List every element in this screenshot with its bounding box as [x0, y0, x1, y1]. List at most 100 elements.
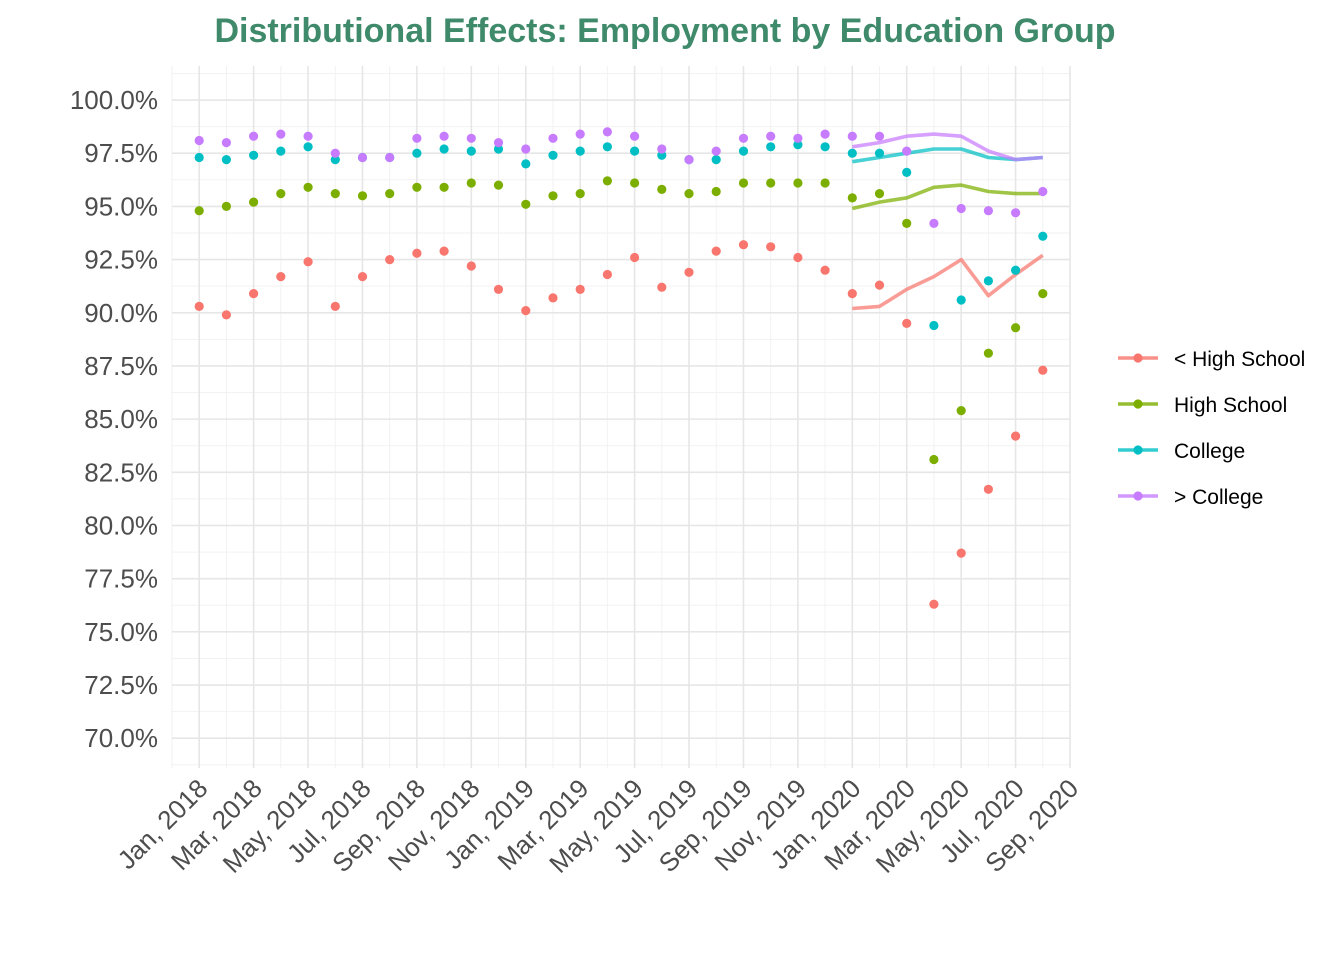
data-point	[874, 189, 885, 199]
y-tick-label: 92.5%	[84, 245, 158, 275]
data-point	[412, 148, 422, 158]
y-tick-label: 87.5%	[84, 351, 158, 381]
data-point	[466, 178, 476, 188]
data-point	[548, 133, 558, 143]
data-point	[657, 144, 667, 154]
data-point	[439, 246, 449, 256]
data-point	[439, 182, 449, 192]
legend-item: College	[1118, 440, 1245, 463]
data-point	[548, 150, 558, 160]
y-tick-label: 70.0%	[84, 723, 158, 753]
series-layer	[194, 127, 1048, 609]
data-point	[630, 131, 640, 141]
data-point	[303, 257, 313, 267]
data-point	[793, 133, 803, 143]
data-point	[983, 276, 994, 286]
data-point	[249, 197, 259, 207]
data-point	[711, 186, 721, 197]
data-point	[874, 280, 885, 290]
data-point	[493, 284, 504, 294]
data-point	[1011, 265, 1021, 275]
data-point	[330, 148, 340, 158]
data-point	[657, 282, 667, 292]
data-point	[847, 289, 857, 299]
data-point	[412, 182, 422, 192]
data-point	[330, 155, 340, 165]
data-point	[221, 310, 231, 320]
data-point	[194, 301, 204, 311]
data-point	[711, 155, 721, 165]
data-point	[902, 318, 912, 328]
data-point	[874, 131, 885, 141]
data-point	[385, 189, 395, 199]
data-point	[357, 272, 368, 282]
data-point	[657, 184, 667, 194]
data-point	[221, 201, 231, 211]
legend-label: High School	[1174, 394, 1287, 417]
series-line	[852, 253, 1044, 311]
data-point	[575, 284, 585, 294]
data-point	[194, 206, 204, 216]
data-point	[711, 246, 721, 256]
y-tick-label: 72.5%	[84, 670, 158, 700]
data-point	[439, 131, 449, 141]
data-point	[602, 176, 613, 186]
y-tick-label: 75.0%	[84, 617, 158, 647]
data-point	[575, 146, 585, 156]
data-point	[956, 548, 966, 558]
data-point	[1038, 186, 1048, 197]
data-point	[276, 129, 286, 139]
data-point	[276, 189, 286, 199]
y-axis-ticks: 70.0% 72.5% 75.0% 77.5% 80.0% 82.5% 85.0% 87.5%…	[70, 85, 158, 753]
data-point	[983, 206, 994, 216]
chart-title: Distributional Effects: Employment by Ed…	[214, 12, 1115, 50]
data-point	[820, 178, 830, 188]
data-point	[1011, 323, 1021, 333]
data-point	[956, 295, 966, 305]
data-point	[1038, 289, 1048, 299]
data-point	[929, 320, 939, 331]
data-point	[902, 167, 912, 177]
data-point	[548, 293, 558, 303]
data-point	[194, 135, 204, 146]
data-point	[330, 189, 340, 199]
legend: < High School High School College > College	[1118, 348, 1305, 509]
data-point	[820, 142, 830, 152]
data-point	[575, 189, 585, 199]
data-point	[847, 148, 857, 158]
data-point	[276, 146, 286, 156]
y-tick-label: 85.0%	[84, 404, 158, 434]
data-point	[929, 218, 939, 228]
data-point	[956, 203, 966, 214]
data-point	[793, 178, 803, 188]
data-point	[493, 180, 504, 190]
y-tick-label: 82.5%	[84, 457, 158, 487]
data-point	[793, 252, 803, 263]
data-point	[738, 146, 749, 156]
y-tick-label: 95.0%	[84, 191, 158, 221]
data-point	[602, 142, 613, 152]
data-point	[602, 127, 613, 137]
data-point	[902, 218, 912, 228]
legend-key-point	[1133, 491, 1143, 501]
data-point	[385, 152, 395, 163]
data-point	[766, 142, 776, 152]
data-point	[684, 267, 694, 277]
series-2	[194, 140, 1048, 331]
legend-key-point	[1133, 353, 1143, 363]
data-point	[221, 155, 231, 165]
data-point	[493, 138, 504, 148]
data-point	[766, 242, 776, 252]
data-point	[466, 146, 476, 156]
legend-label: > College	[1174, 486, 1263, 509]
data-point	[466, 261, 476, 271]
data-point	[1011, 208, 1021, 218]
data-point	[738, 133, 749, 143]
data-point	[630, 146, 640, 156]
data-point	[1038, 231, 1048, 241]
data-point	[548, 191, 558, 201]
data-point	[820, 129, 830, 139]
data-point	[276, 272, 286, 282]
data-point	[766, 178, 776, 188]
